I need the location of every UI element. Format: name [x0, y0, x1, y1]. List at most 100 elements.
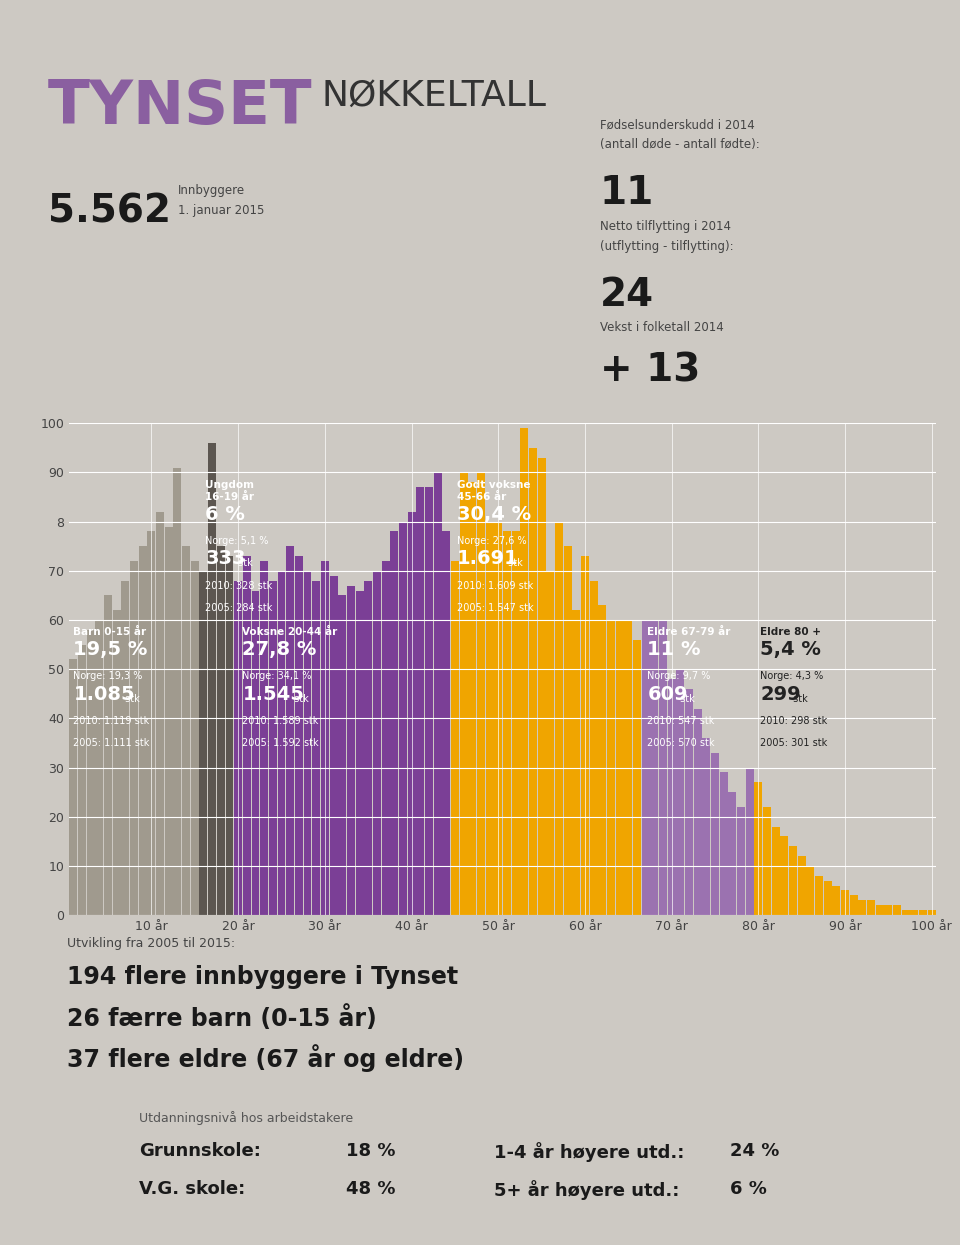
- Text: Norge: 9,7 %: Norge: 9,7 %: [647, 671, 710, 681]
- Bar: [303, 570, 311, 915]
- Bar: [156, 512, 164, 915]
- Text: 2005: 301 stk: 2005: 301 stk: [760, 738, 828, 748]
- Bar: [684, 688, 693, 915]
- Bar: [624, 620, 633, 915]
- Bar: [86, 630, 95, 915]
- Bar: [529, 448, 537, 915]
- Bar: [217, 547, 225, 915]
- Text: Eldre 67-79 år: Eldre 67-79 år: [647, 627, 731, 637]
- Bar: [372, 570, 381, 915]
- Bar: [858, 900, 866, 915]
- Bar: [798, 857, 805, 915]
- Bar: [641, 620, 650, 915]
- Bar: [295, 557, 302, 915]
- Bar: [720, 772, 728, 915]
- Text: 24 %: 24 %: [730, 1142, 779, 1159]
- Bar: [277, 570, 285, 915]
- Bar: [226, 557, 233, 915]
- Text: 11: 11: [600, 174, 655, 213]
- Text: stk: stk: [505, 558, 522, 569]
- Bar: [746, 767, 754, 915]
- Bar: [399, 522, 407, 915]
- Bar: [381, 561, 390, 915]
- Bar: [417, 487, 424, 915]
- Bar: [408, 512, 416, 915]
- Bar: [494, 522, 502, 915]
- Bar: [468, 482, 476, 915]
- Bar: [338, 595, 347, 915]
- Text: Netto tilflytting i 2014: Netto tilflytting i 2014: [600, 220, 731, 233]
- Bar: [581, 557, 588, 915]
- Text: 1. januar 2015: 1. januar 2015: [178, 204, 264, 217]
- Bar: [425, 487, 433, 915]
- Bar: [711, 753, 719, 915]
- Bar: [269, 580, 276, 915]
- Text: 1.545: 1.545: [243, 685, 304, 703]
- Bar: [200, 570, 207, 915]
- Text: Norge: 27,6 %: Norge: 27,6 %: [457, 537, 526, 547]
- Bar: [122, 580, 130, 915]
- Text: 5.562: 5.562: [48, 193, 171, 232]
- Text: stk: stk: [291, 693, 308, 703]
- Text: Fødselsunderskudd i 2014: Fødselsunderskudd i 2014: [600, 118, 755, 131]
- Bar: [659, 620, 667, 915]
- Bar: [876, 905, 883, 915]
- Bar: [564, 547, 571, 915]
- Text: Norge: 5,1 %: Norge: 5,1 %: [205, 537, 269, 547]
- Text: Innbyggere: Innbyggere: [178, 184, 245, 197]
- Text: 11 %: 11 %: [647, 640, 701, 660]
- Bar: [329, 575, 338, 915]
- Bar: [806, 867, 814, 915]
- Bar: [927, 910, 936, 915]
- Text: 26 færre barn (0-15 år): 26 færre barn (0-15 år): [67, 1005, 377, 1031]
- Text: 5,4 %: 5,4 %: [760, 640, 821, 660]
- Bar: [824, 880, 831, 915]
- Bar: [729, 792, 736, 915]
- Bar: [182, 547, 190, 915]
- Bar: [486, 522, 493, 915]
- Bar: [321, 561, 329, 915]
- Bar: [650, 620, 659, 915]
- Bar: [347, 585, 355, 915]
- Bar: [113, 610, 121, 915]
- Text: Barn 0-15 år: Barn 0-15 år: [74, 627, 147, 637]
- Bar: [95, 620, 104, 915]
- Text: 2010: 328 stk: 2010: 328 stk: [205, 580, 273, 590]
- Text: + 13: + 13: [600, 351, 701, 390]
- Bar: [572, 610, 580, 915]
- Bar: [104, 595, 112, 915]
- Bar: [841, 890, 849, 915]
- Text: 194 flere innbyggere i Tynset: 194 flere innbyggere i Tynset: [67, 965, 458, 989]
- Bar: [703, 738, 710, 915]
- Text: Godt voksne
45-66 år: Godt voksne 45-66 år: [457, 481, 530, 502]
- Bar: [512, 532, 519, 915]
- Text: Norge: 19,3 %: Norge: 19,3 %: [74, 671, 143, 681]
- Text: 1-4 år høyere utd.:: 1-4 år høyere utd.:: [494, 1142, 684, 1162]
- Text: 2005: 1.547 stk: 2005: 1.547 stk: [457, 603, 533, 613]
- Bar: [260, 561, 268, 915]
- Bar: [737, 807, 745, 915]
- Bar: [477, 472, 485, 915]
- Bar: [789, 847, 797, 915]
- Text: 18 %: 18 %: [346, 1142, 396, 1159]
- Bar: [312, 580, 321, 915]
- Bar: [607, 620, 615, 915]
- Text: (utflytting - tilflytting):: (utflytting - tilflytting):: [600, 240, 733, 253]
- Bar: [919, 910, 927, 915]
- Bar: [503, 532, 511, 915]
- Text: Grunnskole:: Grunnskole:: [139, 1142, 261, 1159]
- Text: 2010: 1.119 stk: 2010: 1.119 stk: [74, 716, 150, 726]
- Bar: [910, 910, 919, 915]
- Text: stk: stk: [677, 693, 695, 703]
- Bar: [443, 532, 450, 915]
- Bar: [286, 547, 294, 915]
- Bar: [850, 895, 857, 915]
- Text: 2005: 1.592 stk: 2005: 1.592 stk: [243, 738, 319, 748]
- Bar: [390, 532, 398, 915]
- Bar: [451, 561, 459, 915]
- Bar: [139, 547, 147, 915]
- Bar: [243, 557, 251, 915]
- Bar: [815, 875, 823, 915]
- Text: 1.691: 1.691: [457, 549, 518, 569]
- Text: 30,4 %: 30,4 %: [457, 505, 531, 524]
